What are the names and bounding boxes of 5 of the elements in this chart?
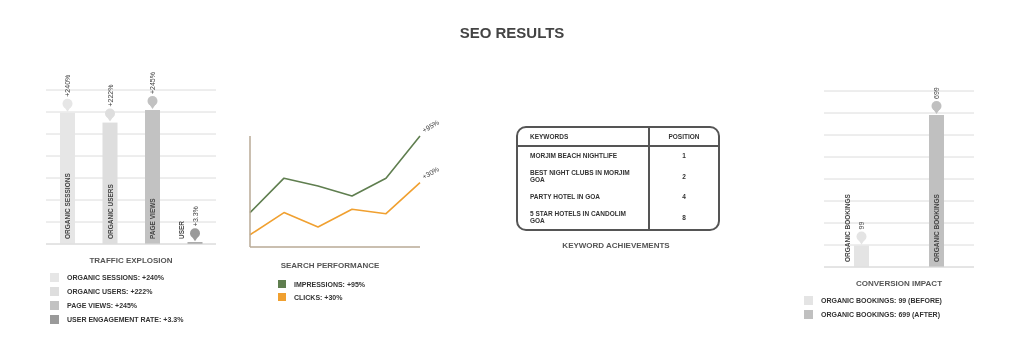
text: SEARCH PERFORMANCE bbox=[279, 261, 381, 270]
text: KEYWORD ACHIEVEMENTS bbox=[561, 241, 671, 250]
text: SEO RESULTS bbox=[458, 24, 566, 41]
text: CONVERSION IMPACT bbox=[854, 279, 944, 288]
text: TRAFFIC EXPLOSION bbox=[88, 256, 174, 265]
